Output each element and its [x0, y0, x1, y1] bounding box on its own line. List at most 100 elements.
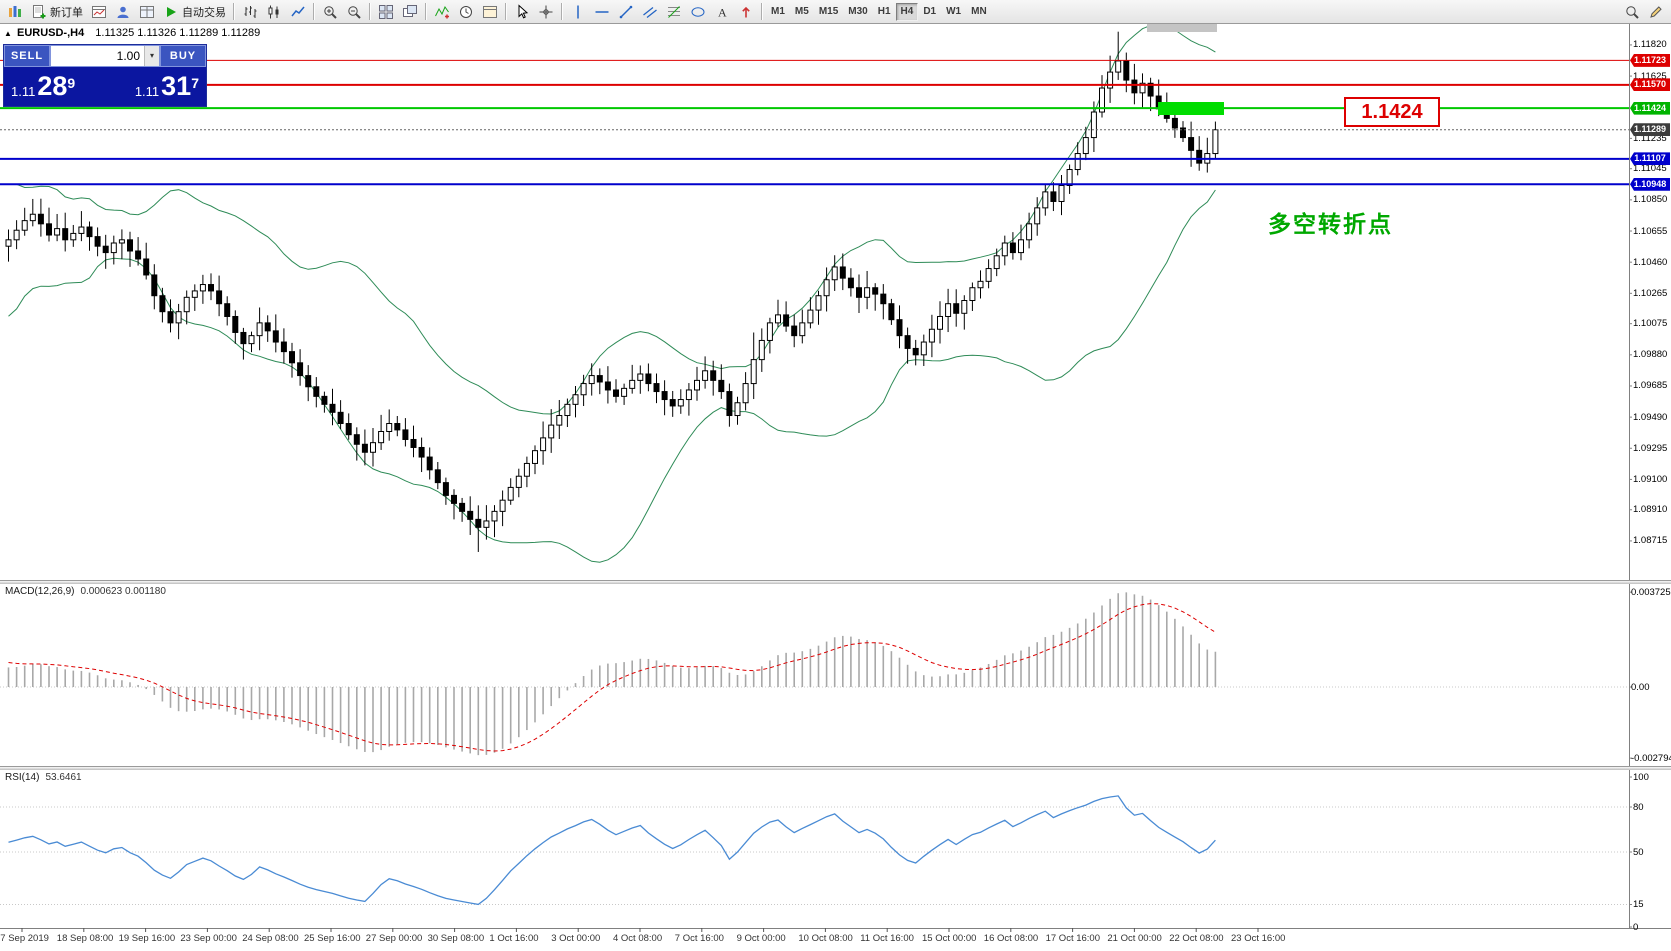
quick-edit-button[interactable] [1644, 2, 1668, 22]
profiles-button[interactable] [111, 2, 135, 22]
price-level-callout[interactable]: 1.1424 [1344, 97, 1440, 127]
zoom-in-icon [322, 4, 338, 20]
tile-windows-button[interactable] [374, 2, 398, 22]
timeframe-mn-button[interactable]: MN [966, 3, 992, 21]
gray-rectangle-object[interactable] [1147, 24, 1217, 32]
macd-name: MACD(12,26,9) [5, 586, 75, 597]
toolbar-separator [561, 3, 563, 20]
periods-icon [458, 4, 474, 20]
green-rectangle-object[interactable] [1158, 102, 1224, 115]
timeframe-m15-button[interactable]: M15 [814, 3, 843, 21]
sell-price[interactable]: 1.11 28 9 [11, 73, 75, 100]
templates-button[interactable] [478, 2, 502, 22]
macd-values: 0.000623 0.001180 [80, 586, 166, 597]
toolbar-separator [425, 3, 427, 20]
toolbar-right [1620, 2, 1668, 22]
cursor-icon [514, 3, 530, 20]
bars-button[interactable] [238, 2, 262, 22]
periods-button[interactable] [454, 2, 478, 22]
timeframe-m1-button[interactable]: M1 [766, 3, 790, 21]
toolbar-separator [505, 3, 507, 20]
app-logo [3, 2, 27, 22]
buy-price-big: 31 [161, 71, 192, 101]
hline-icon [594, 4, 610, 20]
templates-icon [482, 4, 498, 20]
data-window-button[interactable] [135, 2, 159, 22]
line-chart-button[interactable] [286, 2, 310, 22]
timeframe-m5-button[interactable]: M5 [790, 3, 814, 21]
buy-price[interactable]: 1.11 31 7 [135, 73, 199, 100]
zoom-out-button[interactable] [342, 2, 366, 22]
symbol-marker-icon: ▲ [4, 29, 12, 38]
macd-label: MACD(12,26,9) 0.000623 0.001180 [5, 586, 166, 597]
buy-price-sup: 7 [191, 75, 199, 91]
chart-window-button[interactable] [87, 2, 111, 22]
buy-button[interactable]: BUY [160, 45, 206, 67]
rsi-name: RSI(14) [5, 772, 40, 783]
arrows-button[interactable] [734, 2, 758, 22]
svg-text:A: A [718, 5, 727, 19]
autotrading-button-label: 自动交易 [182, 6, 226, 19]
volume-input[interactable]: 1.00 ▾ [50, 45, 160, 67]
timeframe-h1-button[interactable]: H1 [873, 3, 896, 21]
rsi-line [8, 795, 1216, 906]
symbol-ohlc-values: 1.11325 1.11326 1.11289 1.11289 [95, 27, 261, 39]
fibo-button[interactable] [662, 2, 686, 22]
sell-button[interactable]: SELL [4, 45, 50, 67]
new-order-icon [31, 4, 47, 20]
timeframe-m30-button[interactable]: M30 [843, 3, 872, 21]
cursor-button[interactable] [510, 2, 534, 22]
crosshair-button[interactable] [534, 2, 558, 22]
shapes-button[interactable] [686, 2, 710, 22]
rsi-group [0, 795, 1629, 906]
volume-dropdown-icon[interactable]: ▾ [144, 46, 159, 66]
indicators-button[interactable] [430, 2, 454, 22]
channel-icon [642, 4, 658, 20]
crosshair-icon [538, 4, 554, 20]
timeframe-w1-button[interactable]: W1 [941, 3, 966, 21]
indicators-icon [434, 4, 450, 20]
volume-value: 1.00 [116, 49, 140, 63]
panel-splitter[interactable] [0, 580, 1671, 584]
channel-button[interactable] [638, 2, 662, 22]
timeframe-h4-button[interactable]: H4 [895, 2, 919, 21]
bars-icon [242, 4, 258, 20]
text-button[interactable]: A [710, 2, 734, 22]
chart-annotation-text[interactable]: 多空转折点 [1268, 211, 1393, 237]
rsi-label: RSI(14) 53.6461 [5, 772, 82, 783]
toolbar: 新订单 自动交易 A M1 M5 M15 M30 H1 H4 D1 W1 MN [0, 0, 1671, 24]
toolbar-separator [761, 3, 763, 20]
arrange-windows-icon [402, 4, 418, 20]
arrange-windows-button[interactable] [398, 2, 422, 22]
vline-button[interactable] [566, 2, 590, 22]
rsi-value: 53.6461 [45, 772, 82, 783]
search-button[interactable] [1620, 2, 1644, 22]
sell-price-small: 1.11 [11, 84, 36, 99]
toolbar-separator [369, 3, 371, 20]
chart-window-icon [91, 4, 107, 20]
text-icon: A [714, 4, 730, 20]
data-window-icon [139, 4, 155, 20]
timeframe-d1-button[interactable]: D1 [918, 3, 941, 21]
buy-price-small: 1.11 [134, 84, 160, 99]
trendline-button[interactable] [614, 2, 638, 22]
panel-splitter[interactable] [0, 766, 1671, 770]
candles-icon [266, 4, 282, 20]
zoom-out-icon [346, 4, 362, 20]
autotrading-button[interactable]: 自动交易 [159, 2, 230, 22]
hline-button[interactable] [590, 2, 614, 22]
autotrading-icon [163, 4, 179, 20]
vline-icon [570, 4, 586, 20]
zoom-in-button[interactable] [318, 2, 342, 22]
search-icon [1624, 4, 1640, 20]
main-chart-group [5, 24, 1219, 563]
bollinger-lower-band [8, 189, 1216, 563]
bollinger-upper-band [8, 24, 1216, 415]
new-order-button[interactable]: 新订单 [27, 2, 87, 22]
chart-symbol-label: ▲ EURUSD-,H4 1.11325 1.11326 1.11289 1.1… [4, 27, 260, 39]
macd-group [0, 592, 1629, 756]
candles-button[interactable] [262, 2, 286, 22]
line-chart-icon [290, 4, 306, 20]
